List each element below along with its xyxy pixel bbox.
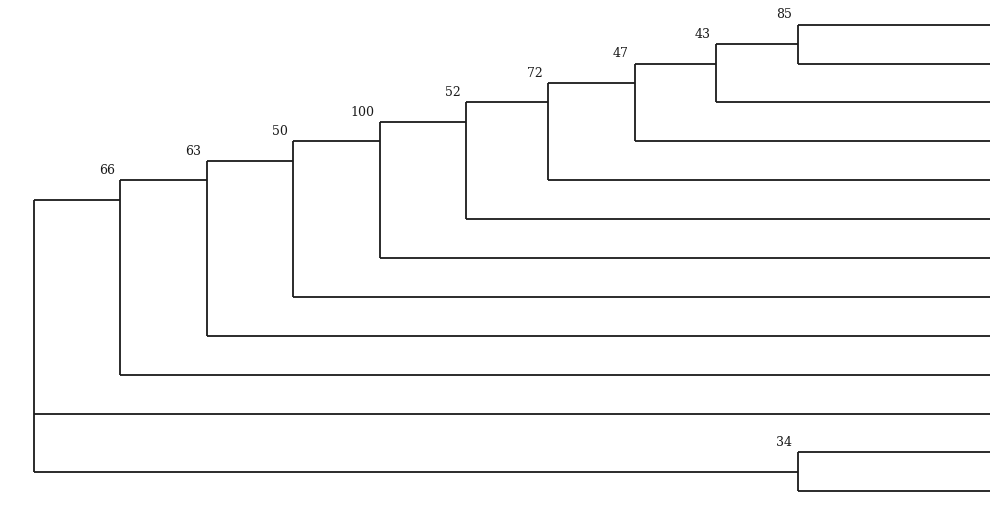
Text: 72: 72 [527, 67, 542, 80]
Text: 34: 34 [776, 437, 792, 449]
Text: 66: 66 [99, 164, 115, 177]
Text: 85: 85 [776, 8, 792, 22]
Text: 50: 50 [272, 125, 288, 138]
Text: 63: 63 [185, 144, 201, 158]
Text: 47: 47 [613, 47, 629, 60]
Text: 52: 52 [445, 86, 461, 99]
Text: 100: 100 [350, 106, 374, 119]
Text: 43: 43 [694, 28, 710, 41]
